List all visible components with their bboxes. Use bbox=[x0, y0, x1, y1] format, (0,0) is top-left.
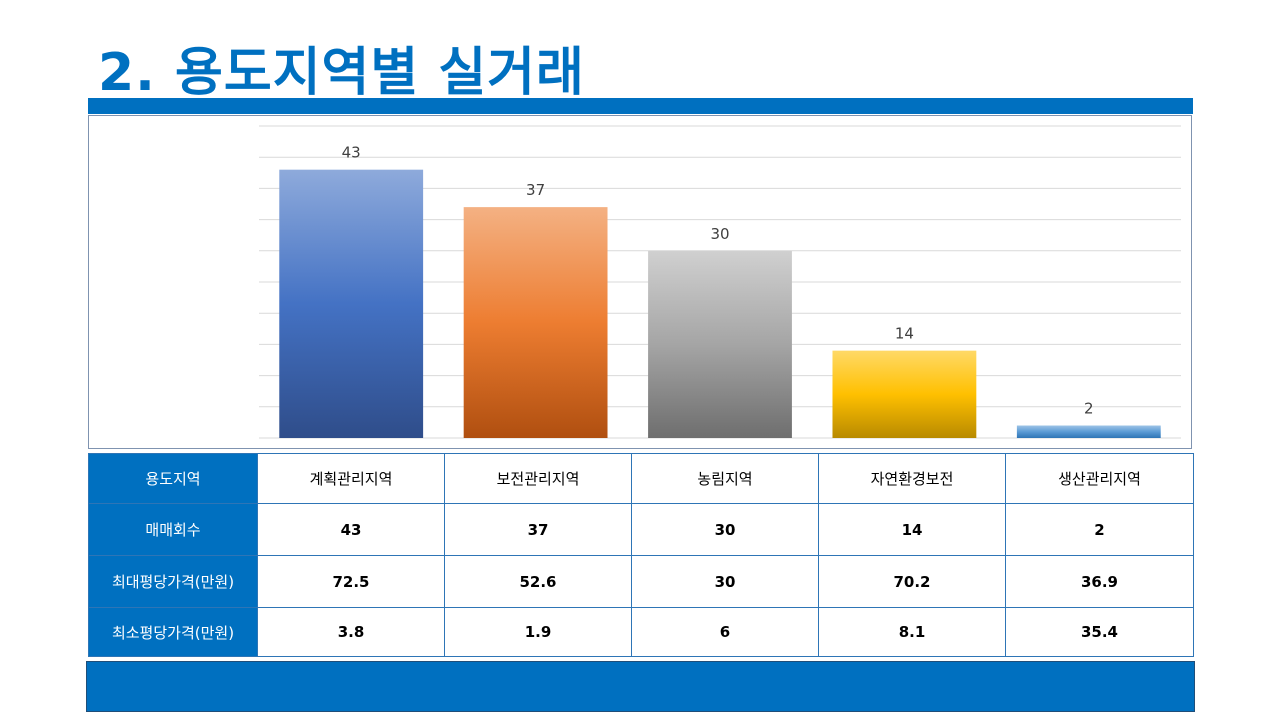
chart-frame: 43 37 30 14 2 bbox=[88, 115, 1192, 449]
data-label: 43 bbox=[342, 144, 361, 162]
table-cell: 3.8 bbox=[257, 607, 445, 657]
table-cell: 계획관리지역 bbox=[257, 453, 445, 504]
table-cell: 농림지역 bbox=[631, 453, 819, 504]
table-cell: 52.6 bbox=[444, 555, 632, 608]
table-row-max-price: 최대평당가격(만원) 72.5 52.6 30 70.2 36.9 bbox=[88, 555, 1194, 608]
table-cell: 30 bbox=[631, 555, 819, 608]
table-row-category: 용도지역 계획관리지역 보전관리지역 농림지역 자연환경보전 생산관리지역 bbox=[88, 453, 1194, 504]
row-header-max-price: 최대평당가격(만원) bbox=[88, 555, 258, 608]
table-cell: 36.9 bbox=[1005, 555, 1194, 608]
table-cell: 6 bbox=[631, 607, 819, 657]
table-cell: 생산관리지역 bbox=[1005, 453, 1194, 504]
bar-4 bbox=[1016, 425, 1161, 438]
bars bbox=[279, 169, 1161, 438]
footer-bar bbox=[86, 661, 1195, 712]
row-header-category: 용도지역 bbox=[88, 453, 258, 504]
table-row-min-price: 최소평당가격(만원) 3.8 1.9 6 8.1 35.4 bbox=[88, 607, 1194, 657]
bar-1 bbox=[463, 207, 608, 438]
table-cell: 1.9 bbox=[444, 607, 632, 657]
bar-0 bbox=[279, 169, 424, 438]
data-label: 14 bbox=[895, 325, 914, 343]
table-cell: 35.4 bbox=[1005, 607, 1194, 657]
data-label: 37 bbox=[526, 181, 545, 199]
table-cell: 30 bbox=[631, 503, 819, 556]
title-divider-bar bbox=[88, 98, 1193, 114]
page-title: 2. 용도지역별 실거래 bbox=[98, 43, 585, 103]
table-cell: 14 bbox=[818, 503, 1006, 556]
table-cell: 43 bbox=[257, 503, 445, 556]
table-cell: 8.1 bbox=[818, 607, 1006, 657]
data-label: 2 bbox=[1084, 400, 1094, 418]
bar-chart: 43 37 30 14 2 bbox=[259, 125, 1181, 439]
row-header-sales-count: 매매회수 bbox=[88, 503, 258, 556]
table-cell: 자연환경보전 bbox=[818, 453, 1006, 504]
bar-2 bbox=[648, 250, 792, 438]
data-label: 30 bbox=[710, 225, 729, 243]
row-header-min-price: 최소평당가격(만원) bbox=[88, 607, 258, 657]
table-cell: 37 bbox=[444, 503, 632, 556]
table-cell: 보전관리지역 bbox=[444, 453, 632, 504]
bar-3 bbox=[832, 350, 977, 438]
data-table: 용도지역 계획관리지역 보전관리지역 농림지역 자연환경보전 생산관리지역 매매… bbox=[88, 453, 1194, 657]
table-cell: 2 bbox=[1005, 503, 1194, 556]
table-cell: 70.2 bbox=[818, 555, 1006, 608]
data-labels: 43 37 30 14 2 bbox=[342, 144, 1094, 418]
table-row-sales-count: 매매회수 43 37 30 14 2 bbox=[88, 503, 1194, 556]
table-cell: 72.5 bbox=[257, 555, 445, 608]
